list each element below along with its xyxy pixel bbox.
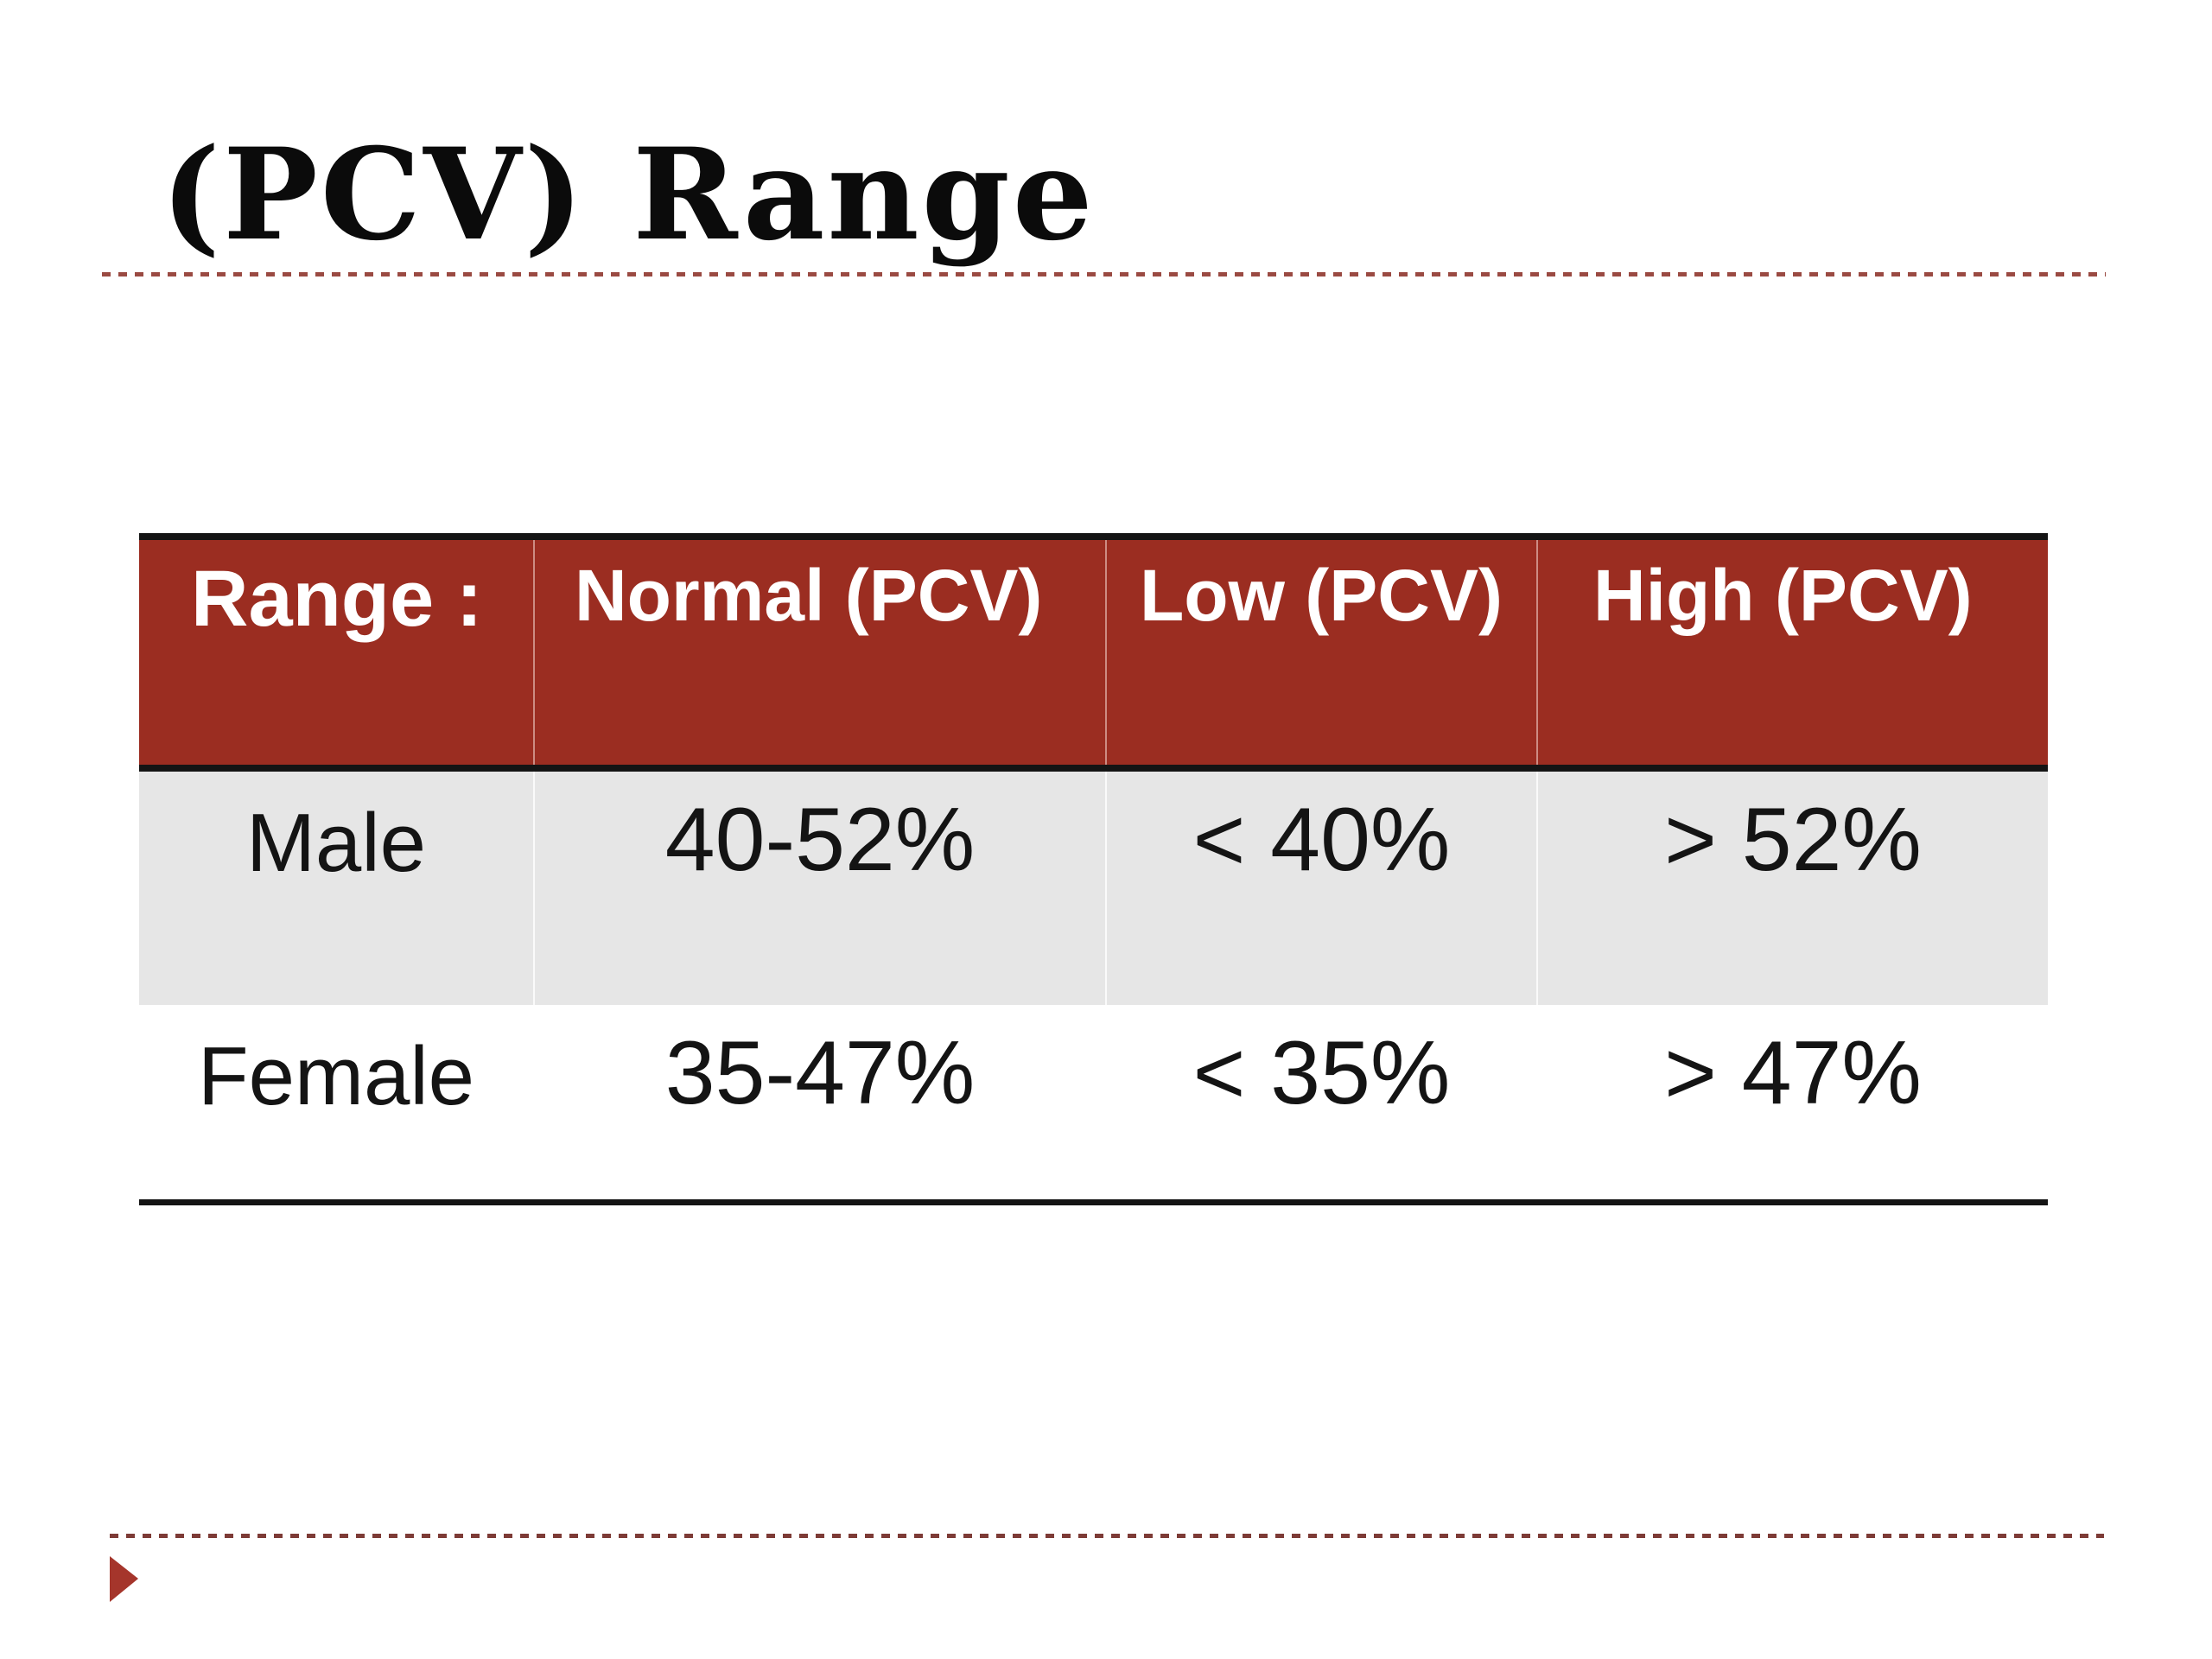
pcv-range-table: Range : Normal (PCV) Low (PCV) High (PCV… bbox=[139, 533, 2048, 1205]
footer-dashed-line bbox=[110, 1534, 2104, 1538]
page-title: (PCV) Range bbox=[161, 121, 1096, 269]
table-row-male: Male 40-52% < 40% > 52% bbox=[139, 772, 2048, 1005]
header-cell-low: Low (PCV) bbox=[1105, 540, 1536, 765]
header-cell-normal: Normal (PCV) bbox=[533, 540, 1105, 765]
footer-arrow-icon bbox=[110, 1556, 138, 1602]
cell-female-high: > 47% bbox=[1536, 1005, 2048, 1199]
title-divider-dashed-line bbox=[102, 272, 2106, 276]
table-header-row: Range : Normal (PCV) Low (PCV) High (PCV… bbox=[139, 540, 2048, 772]
cell-female-low: < 35% bbox=[1105, 1005, 1536, 1199]
cell-male-low: < 40% bbox=[1105, 772, 1536, 1005]
cell-male-label: Male bbox=[245, 797, 427, 889]
cell-male-high: > 52% bbox=[1536, 772, 2048, 1005]
cell-male-normal: 40-52% bbox=[533, 772, 1105, 1005]
table-row-female: Female 35-47% < 35% > 47% bbox=[139, 1005, 2048, 1199]
header-cell-high: High (PCV) bbox=[1536, 540, 2048, 765]
header-cell-range: Range : bbox=[191, 555, 483, 643]
cell-female-label: Female bbox=[197, 1030, 475, 1122]
cell-female-normal: 35-47% bbox=[533, 1005, 1105, 1199]
